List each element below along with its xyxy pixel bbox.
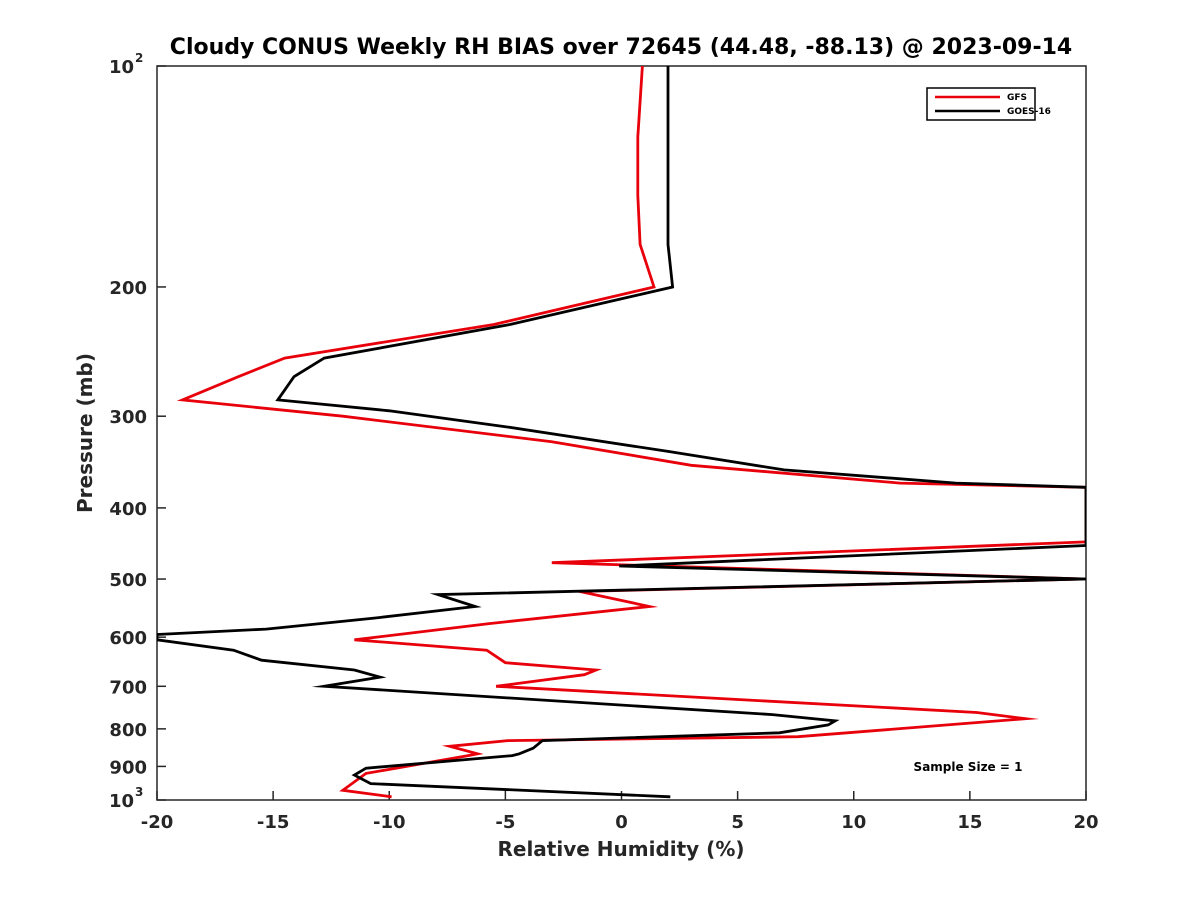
- legend: GFS GOES-16: [926, 87, 1051, 121]
- series-line-gfs: [176, 66, 1086, 799]
- y-tick-label: 400: [109, 499, 147, 520]
- plot-frame: [156, 65, 1087, 801]
- series-line-goes-16: [157, 66, 1086, 799]
- x-tick-label: 20: [1073, 812, 1098, 833]
- x-tick-label: -15: [257, 812, 290, 833]
- y-tick-label: 500: [109, 570, 147, 591]
- legend-box: [926, 87, 1036, 121]
- x-tick-label: 0: [615, 812, 628, 833]
- y-tick-label: 900: [109, 757, 147, 778]
- x-tick-label: 10: [841, 812, 866, 833]
- x-tick-label: -10: [373, 812, 406, 833]
- x-tick-label: 15: [957, 812, 982, 833]
- y-tick-label: 10: [109, 791, 134, 812]
- x-axis-label: Relative Humidity (%): [497, 837, 744, 861]
- y-tick-exponent: 3: [135, 785, 143, 799]
- sample-size-annotation: Sample Size = 1: [914, 760, 1023, 774]
- y-tick-label: 800: [109, 720, 147, 741]
- y-tick-label: 600: [109, 628, 147, 649]
- chart-title: Cloudy CONUS Weekly RH BIAS over 72645 (…: [170, 35, 1072, 60]
- legend-label: GOES-16: [1007, 107, 1051, 117]
- x-tick-label: -5: [495, 812, 515, 833]
- x-tick-label: 5: [731, 812, 744, 833]
- y-tick-exponent: 2: [135, 51, 143, 65]
- x-axis: -20 -15 -10 -5 0 5 10 15 20: [141, 791, 1099, 833]
- x-tick-label: -20: [141, 812, 174, 833]
- legend-label: GFS: [1007, 93, 1027, 103]
- series-layer: [157, 66, 1086, 799]
- y-tick-label: 700: [109, 677, 147, 698]
- y-tick-label: 200: [109, 278, 147, 299]
- y-axis-label: Pressure (mb): [73, 353, 97, 513]
- y-tick-label: 10: [109, 57, 134, 78]
- y-tick-label: 300: [109, 407, 147, 428]
